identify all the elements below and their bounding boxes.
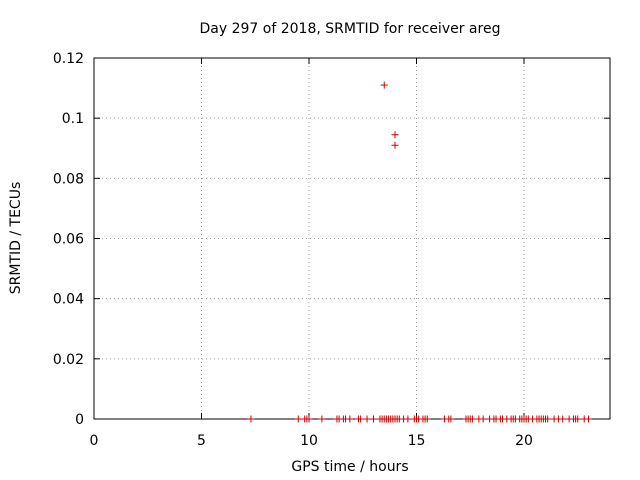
data-point <box>318 415 326 423</box>
x-tick-label: 20 <box>515 433 533 449</box>
data-point <box>391 141 399 149</box>
y-tick-label: 0.04 <box>53 292 84 308</box>
data-point <box>544 415 552 423</box>
y-tick-label: 0.06 <box>53 232 84 248</box>
x-tick-label: 0 <box>90 433 99 449</box>
y-tick-label: 0.02 <box>53 352 84 368</box>
chart-title: Day 297 of 2018, SRMTID for receiver are… <box>200 21 501 37</box>
data-point <box>559 415 567 423</box>
y-tick-label: 0.12 <box>53 51 84 67</box>
x-tick-label: 5 <box>197 433 206 449</box>
data-point <box>423 415 431 423</box>
data-point <box>305 415 313 423</box>
data-point <box>357 415 365 423</box>
data-point <box>479 415 487 423</box>
data-point <box>363 415 371 423</box>
points-layer <box>247 81 592 423</box>
y-tick-label: 0.08 <box>53 171 84 187</box>
y-tick-label: 0 <box>75 412 84 428</box>
x-tick-label: 15 <box>408 433 426 449</box>
data-point <box>574 415 582 423</box>
x-tick-label: 10 <box>300 433 318 449</box>
data-point <box>370 415 377 423</box>
data-point <box>380 81 388 89</box>
y-axis-label: SRMTID / TECUs <box>8 182 24 295</box>
data-point <box>294 415 302 423</box>
data-point <box>247 415 255 423</box>
plot-frame <box>93 57 611 420</box>
data-point <box>468 415 476 423</box>
x-axis-label: GPS time / hours <box>291 459 408 475</box>
grid-layer <box>94 58 610 419</box>
data-point <box>346 415 354 423</box>
data-point <box>404 415 412 423</box>
data-point <box>585 415 592 423</box>
data-point <box>391 131 399 139</box>
tick-layer: 0 0.02 0.04 0.06 0.08 0.1 0.12 0 5 10 15 20 <box>53 51 610 449</box>
y-tick-label: 0.1 <box>62 111 84 127</box>
data-point <box>447 415 455 423</box>
